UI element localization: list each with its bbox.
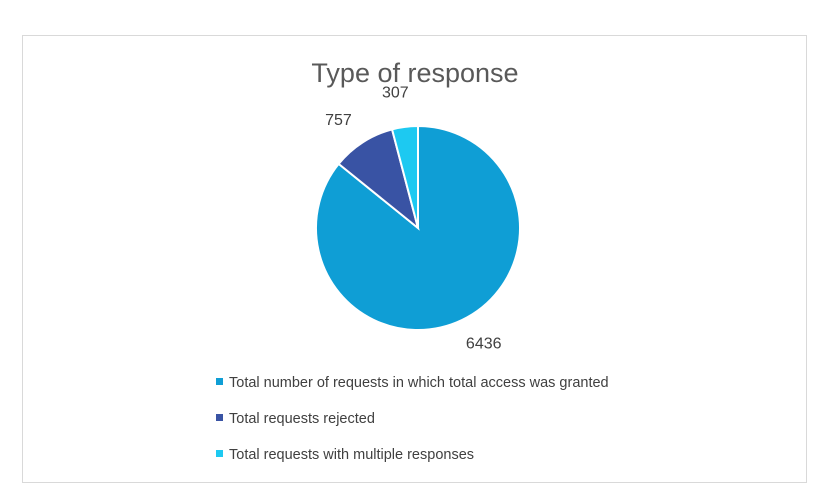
- legend-swatch-multiple: [216, 449, 223, 457]
- slice-multiple: [390, 124, 419, 229]
- data-label-multiple: 307: [382, 84, 409, 101]
- legend-item-rejected: Total requests rejected: [216, 410, 609, 428]
- legend-swatch-rejected: [216, 413, 223, 421]
- legend-label-rejected: Total requests rejected: [229, 411, 375, 427]
- data-label-rejected: 757: [325, 112, 352, 129]
- chart-title: Type of response: [311, 58, 518, 88]
- legend: Total number of requests in which total …: [216, 374, 609, 482]
- legend-swatch-granted: [216, 377, 223, 385]
- legend-item-granted: Total number of requests in which total …: [216, 374, 609, 392]
- legend-label-granted: Total number of requests in which total …: [229, 375, 609, 391]
- data-label-granted: 6436: [466, 335, 502, 352]
- pie-slices: [315, 124, 521, 331]
- pie-data-labels: 6436 757 307: [325, 84, 502, 352]
- legend-item-multiple: Total requests with multiple responses: [216, 446, 609, 464]
- legend-label-multiple: Total requests with multiple responses: [229, 447, 475, 463]
